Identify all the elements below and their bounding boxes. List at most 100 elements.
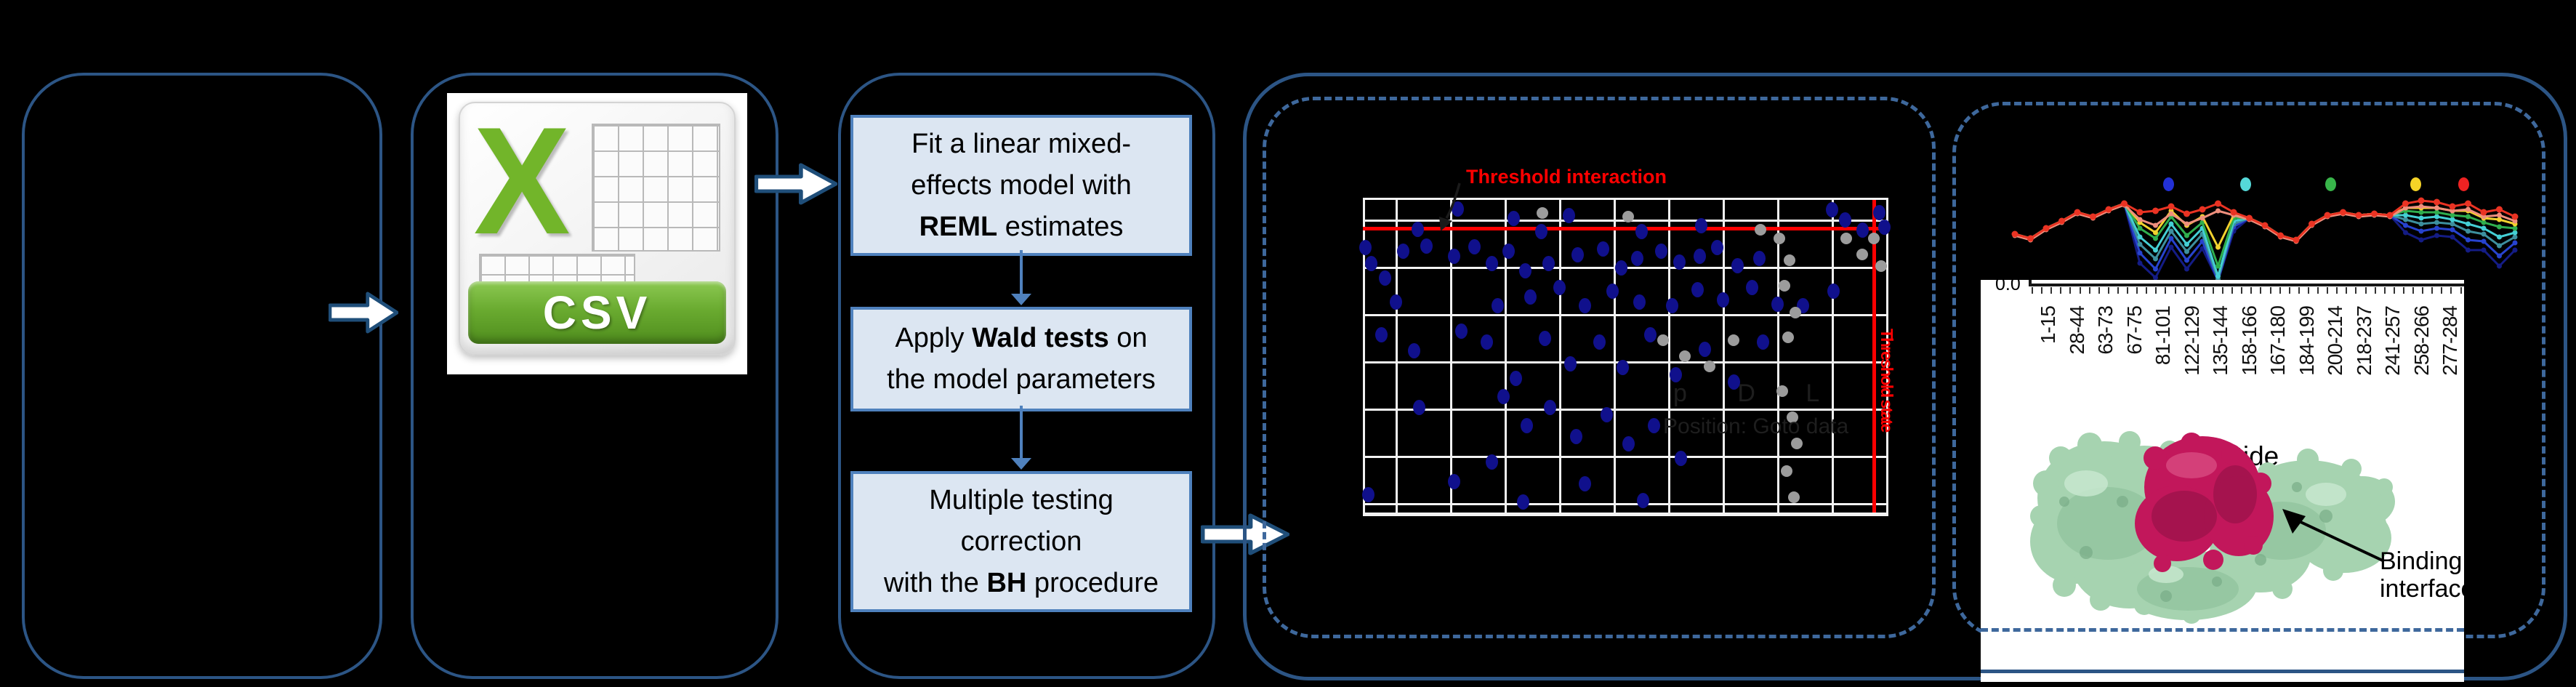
scatter-point — [1644, 327, 1657, 342]
scatter-point — [1757, 334, 1769, 350]
panel-statistical-workflow — [838, 73, 1215, 679]
down-arrow-head-icon — [1011, 294, 1031, 305]
scatter-point — [1397, 244, 1409, 259]
scatter-point — [1666, 298, 1678, 313]
scatter-point — [1563, 208, 1575, 223]
scatter-point — [1597, 241, 1609, 257]
scatter-point — [1539, 331, 1551, 346]
scatter-point — [1617, 360, 1629, 375]
peptide-tick-label: 135-144 — [2209, 306, 2231, 376]
spreadsheet-grid-icon — [591, 123, 721, 252]
scatter-point — [1535, 224, 1547, 239]
peptide-tick-label: 200-214 — [2324, 306, 2346, 376]
peptide-tick-label: 67-75 — [2122, 306, 2146, 355]
scatter-point — [1486, 256, 1498, 271]
scatter-point — [1731, 258, 1744, 273]
scatter-point — [1537, 207, 1548, 219]
scatter-point — [1412, 222, 1424, 237]
scatter-point — [1788, 491, 1800, 503]
scatter-point — [1448, 474, 1460, 489]
scatter-point — [1452, 201, 1464, 217]
flow-step-wald-tests: Apply Wald tests on the model parameters — [850, 307, 1192, 411]
scatter-point — [1359, 240, 1372, 255]
scatter-point — [1521, 418, 1533, 433]
scatter-point — [1655, 244, 1667, 259]
scatter-point — [1873, 205, 1885, 220]
scatter-point — [1782, 332, 1794, 343]
scatter-point — [1524, 289, 1537, 305]
scatter-point — [1542, 256, 1555, 271]
scatter-point — [1746, 280, 1758, 295]
scatter-point — [1631, 251, 1643, 266]
scatter-point — [1711, 240, 1723, 255]
scatter-point — [1717, 292, 1729, 308]
scatter-point — [1408, 343, 1420, 358]
scatter-point — [1635, 224, 1648, 239]
peptide-tick-label: 1-15 — [2037, 306, 2059, 345]
flow-step-text: Multiple testing correction with the BH pr… — [883, 484, 1159, 598]
csv-tile-background: X CSV — [459, 95, 736, 355]
binding-interface-label: interface — [2380, 575, 2464, 603]
scatter-point — [1593, 334, 1606, 350]
down-arrow-head-icon — [1011, 458, 1031, 470]
down-arrow-icon — [1020, 406, 1023, 458]
csv-file-icon: X CSV — [447, 93, 747, 374]
scatter-point — [1657, 334, 1669, 346]
threshold-scatter-plot — [1359, 198, 1891, 516]
scatter-point — [1519, 263, 1531, 278]
binding-interface-label: Binding — [2380, 547, 2463, 575]
scatter-point — [1695, 218, 1707, 233]
panel-threshold-plot — [1263, 97, 1936, 638]
csv-banner: CSV — [468, 281, 726, 345]
scatter-point — [1390, 294, 1402, 310]
flow-step-text: Fit a linear mixed-effects model with REM… — [911, 128, 1132, 242]
scatter-point — [1468, 239, 1481, 254]
scatter-point — [1622, 211, 1634, 222]
scatter-point — [1455, 324, 1468, 339]
scatter-point — [1781, 465, 1792, 477]
scatter-point — [1481, 334, 1493, 350]
scatter-point — [1579, 476, 1591, 491]
scatter-point — [1878, 220, 1891, 235]
scatter-point — [1840, 233, 1852, 244]
scatter-point — [1728, 334, 1739, 346]
peptide-tick-label: 241-257 — [2381, 306, 2404, 376]
scatter-point — [1691, 282, 1704, 297]
y-axis-tick-label: 0.0 — [1995, 280, 2021, 294]
scatter-point — [1564, 356, 1577, 371]
scatter-point — [1492, 298, 1504, 313]
scatter-point — [1774, 233, 1785, 244]
scatter-point — [1784, 254, 1795, 266]
scatter-point — [1670, 367, 1682, 382]
peptide-tick-label: 167-180 — [2266, 306, 2289, 376]
annotation-arrow-icon — [1439, 182, 1461, 231]
scatter-point — [1606, 284, 1619, 299]
scatter-point — [1379, 270, 1391, 286]
down-arrow-icon — [1020, 250, 1023, 294]
peptide-tick-label: 218-237 — [2352, 306, 2375, 376]
scatter-point — [1517, 494, 1529, 510]
scatter-point — [1694, 249, 1706, 264]
right-block-arrow-icon — [329, 292, 398, 334]
scatter-point — [1502, 244, 1515, 259]
scatter-point — [1570, 429, 1582, 444]
scatter-point — [1827, 284, 1840, 299]
scatter-point — [1856, 222, 1869, 238]
peptide-tick-label: 158-166 — [2237, 306, 2261, 376]
scatter-point — [1704, 361, 1715, 372]
peptide-tick-label: 258-266 — [2410, 306, 2433, 376]
threshold-state-line — [1872, 200, 1876, 513]
scatter-point — [1728, 374, 1740, 390]
peptide-tick-label: 277-284 — [2439, 306, 2461, 376]
flow-step-text: Apply Wald tests on the model parameters — [887, 323, 1156, 395]
scatter-point — [1673, 254, 1686, 270]
scatter-point — [1633, 294, 1646, 310]
x-axis-line — [2030, 284, 2464, 286]
scatter-point — [1601, 407, 1613, 422]
flow-step-multiple-testing: Multiple testing correction with the BH pr… — [850, 471, 1192, 612]
scatter-point — [1413, 400, 1425, 415]
scatter-point — [1787, 411, 1798, 423]
scatter-point — [1544, 400, 1556, 415]
faint-plot-text: Position: Goto data — [1663, 414, 1849, 438]
